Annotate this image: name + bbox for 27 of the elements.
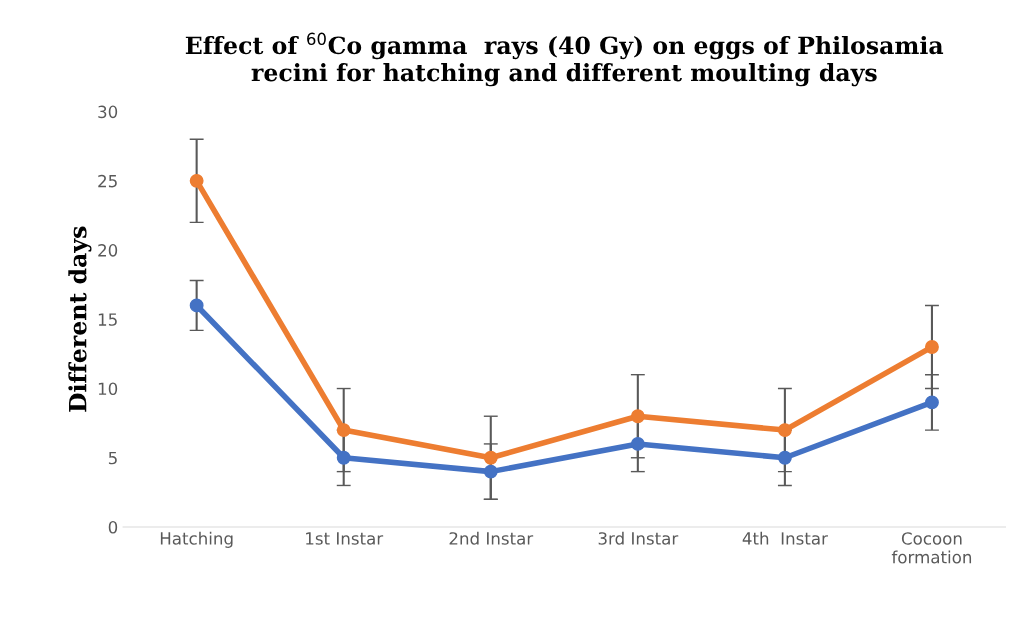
y-tick-label: 5: [108, 451, 117, 465]
x-tick-label: Hatching: [160, 531, 233, 548]
point: [189, 298, 204, 313]
point: [630, 409, 645, 424]
chart-title: Effect of $^{60}$Co gamma rays (40 Gy) on eggs of Philosamia recini for hatching and different moulting days: [185, 32, 944, 87]
point: [925, 395, 939, 410]
point: [925, 340, 939, 354]
y-tick-label: 15: [98, 313, 117, 326]
x-tick-label: 3rd Instar: [598, 531, 679, 545]
y-tick-label: 25: [98, 174, 117, 188]
point: [483, 450, 498, 465]
y-tick-label: 0: [108, 520, 118, 534]
point: [189, 173, 204, 188]
y-axis-title: Different days: [68, 226, 92, 412]
x-tick-label: 2nd Instar: [449, 531, 534, 545]
y-tick-label: 20: [98, 244, 118, 257]
point: [336, 423, 351, 438]
y-tick-label: 30: [98, 105, 118, 119]
y-tick-label: 10: [98, 382, 118, 396]
point: [777, 450, 792, 465]
point: [630, 436, 645, 451]
x-tick-label: 1st Instar: [306, 532, 384, 545]
point: [777, 423, 792, 438]
x-tick-label: Cocoon formation: [891, 532, 972, 564]
x-tick-label: 4th Instar: [742, 531, 828, 545]
point: [336, 450, 351, 465]
point: [483, 464, 498, 479]
